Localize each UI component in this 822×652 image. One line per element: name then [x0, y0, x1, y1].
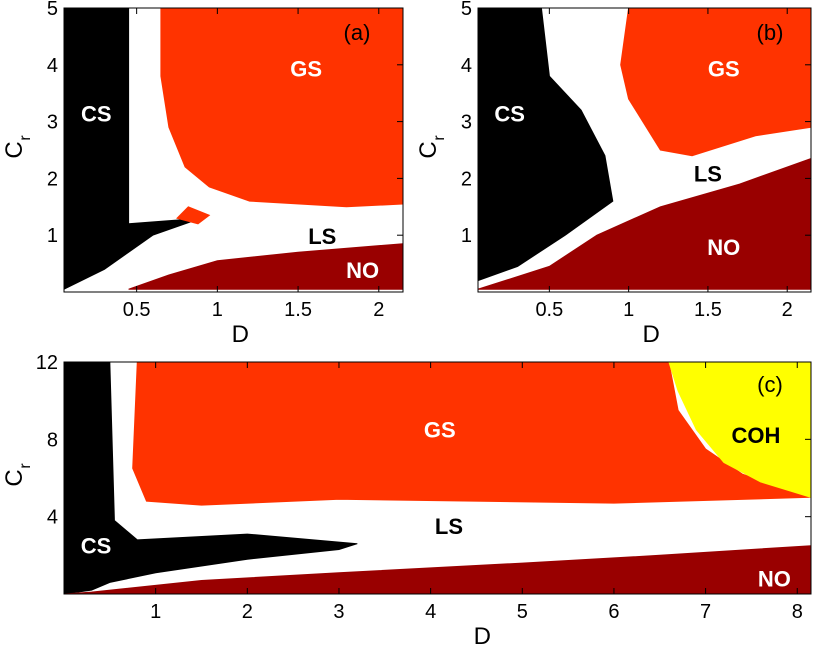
x-tick-label: 2: [782, 299, 793, 321]
y-tick-label: 8: [47, 429, 58, 451]
x-axis-label: D: [232, 321, 249, 348]
panel-label: (c): [757, 372, 783, 397]
x-axis-label: D: [642, 321, 659, 348]
region-gs-2: [176, 206, 211, 225]
panel-a: CS GS NO LS 0.5 1 1.5 2 1 2 3 4 5 D Cr (a): [1, 0, 404, 348]
x-tick-label: 1: [150, 601, 161, 623]
y-tick-label: 3: [47, 112, 58, 134]
axes-frame: [477, 7, 812, 293]
x-tick-label: 1.5: [284, 299, 312, 321]
region-label-no: NO: [346, 258, 379, 283]
region-label-gs: GS: [424, 417, 456, 442]
y-axis-label: C: [1, 469, 28, 486]
region-no-3: [128, 243, 403, 290]
y-tick-label: 1: [461, 225, 472, 247]
y-axis-label-subscript: r: [431, 135, 448, 141]
region-coh-2: [668, 362, 811, 498]
region-label-cs: CS: [81, 102, 112, 127]
region-label-ls: LS: [435, 514, 463, 539]
region-gs-1: [620, 8, 811, 157]
y-tick-label: 4: [47, 507, 58, 529]
y-tick-label: 4: [461, 55, 472, 77]
x-tick-label: 5: [517, 601, 528, 623]
x-tick-label: 2: [242, 601, 253, 623]
region-cs-0: [64, 362, 358, 594]
y-tick-label: 1: [47, 225, 58, 247]
x-axis-label: D: [474, 623, 491, 650]
region-label-gs: GS: [708, 56, 740, 81]
region-label-cs: CS: [81, 533, 112, 558]
axes-frame: [63, 7, 404, 293]
panel-b: CS GS NO LS 0.5 1 1.5 2 1 2 3 4 5 D Cr (b): [415, 0, 812, 348]
y-axis-label: C: [1, 141, 28, 158]
x-tick-label: 8: [792, 601, 803, 623]
region-label-ls: LS: [694, 161, 722, 186]
y-tick-label: 5: [47, 0, 58, 20]
x-tick-label: 0.5: [535, 299, 563, 321]
y-axis-label-subscript: r: [17, 463, 34, 469]
region-cs-0: [64, 8, 202, 290]
x-tick-label: 1: [623, 299, 634, 321]
x-tick-label: 4: [425, 601, 436, 623]
region-label-no: NO: [707, 235, 740, 260]
y-axis-label-subscript: r: [17, 135, 34, 141]
region-cs-0: [478, 8, 614, 282]
x-tick-label: 3: [333, 601, 344, 623]
y-tick-label: 2: [47, 168, 58, 190]
y-tick-label: 12: [36, 352, 58, 374]
region-label-no: NO: [758, 566, 791, 591]
region-no-2: [478, 157, 811, 290]
region-label-cs: CS: [494, 102, 525, 127]
region-label-ls: LS: [308, 224, 336, 249]
x-tick-label: 1: [212, 299, 223, 321]
x-tick-label: 2: [373, 299, 384, 321]
y-tick-label: 5: [461, 0, 472, 20]
panel-label: (b): [757, 20, 784, 45]
axes-frame: [63, 361, 812, 595]
region-gs-1: [160, 8, 403, 208]
region-gs-1: [132, 362, 811, 506]
region-no-3: [64, 545, 811, 594]
y-axis-label: C: [415, 141, 442, 158]
region-label-gs: GS: [290, 56, 322, 81]
x-tick-label: 6: [608, 601, 619, 623]
y-tick-label: 3: [461, 112, 472, 134]
region-label-coh: COH: [732, 423, 781, 448]
y-tick-label: 4: [47, 55, 58, 77]
x-tick-label: 7: [700, 601, 711, 623]
x-tick-label: 0.5: [123, 299, 151, 321]
panel-label: (a): [344, 20, 371, 45]
x-tick-label: 1.5: [694, 299, 722, 321]
y-tick-label: 2: [461, 168, 472, 190]
